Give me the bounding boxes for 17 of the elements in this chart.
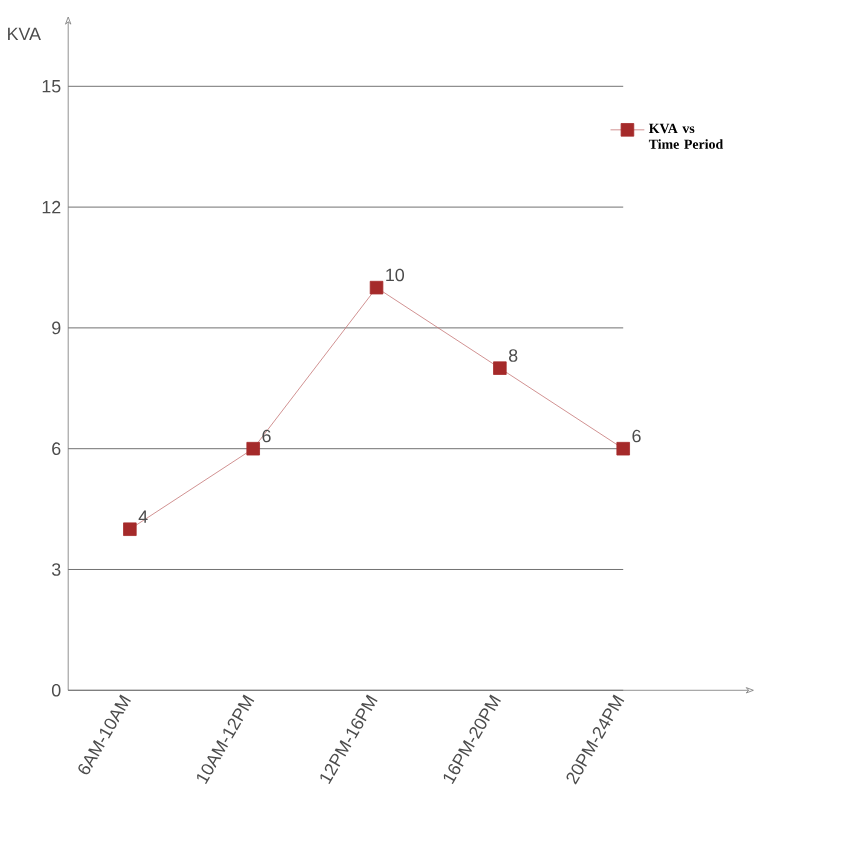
y-tick-label: 3	[51, 563, 61, 577]
data-label: 10	[386, 268, 405, 282]
point	[493, 361, 507, 376]
y-axis-title: KVA	[8, 28, 41, 41]
y-tick-label: 9	[52, 321, 61, 335]
y-tick-label: 12	[42, 201, 61, 214]
data-label: 6	[262, 429, 271, 443]
point	[616, 442, 630, 456]
data-label: 8	[508, 349, 518, 363]
data-label: 4	[138, 510, 148, 524]
point	[246, 442, 260, 456]
point	[123, 522, 137, 537]
point	[369, 281, 384, 295]
data-label: 6	[632, 429, 641, 443]
y-tick-label: 0	[51, 684, 61, 697]
y-tick-label: 15	[42, 80, 61, 93]
y-tick-label: 6	[52, 442, 61, 456]
